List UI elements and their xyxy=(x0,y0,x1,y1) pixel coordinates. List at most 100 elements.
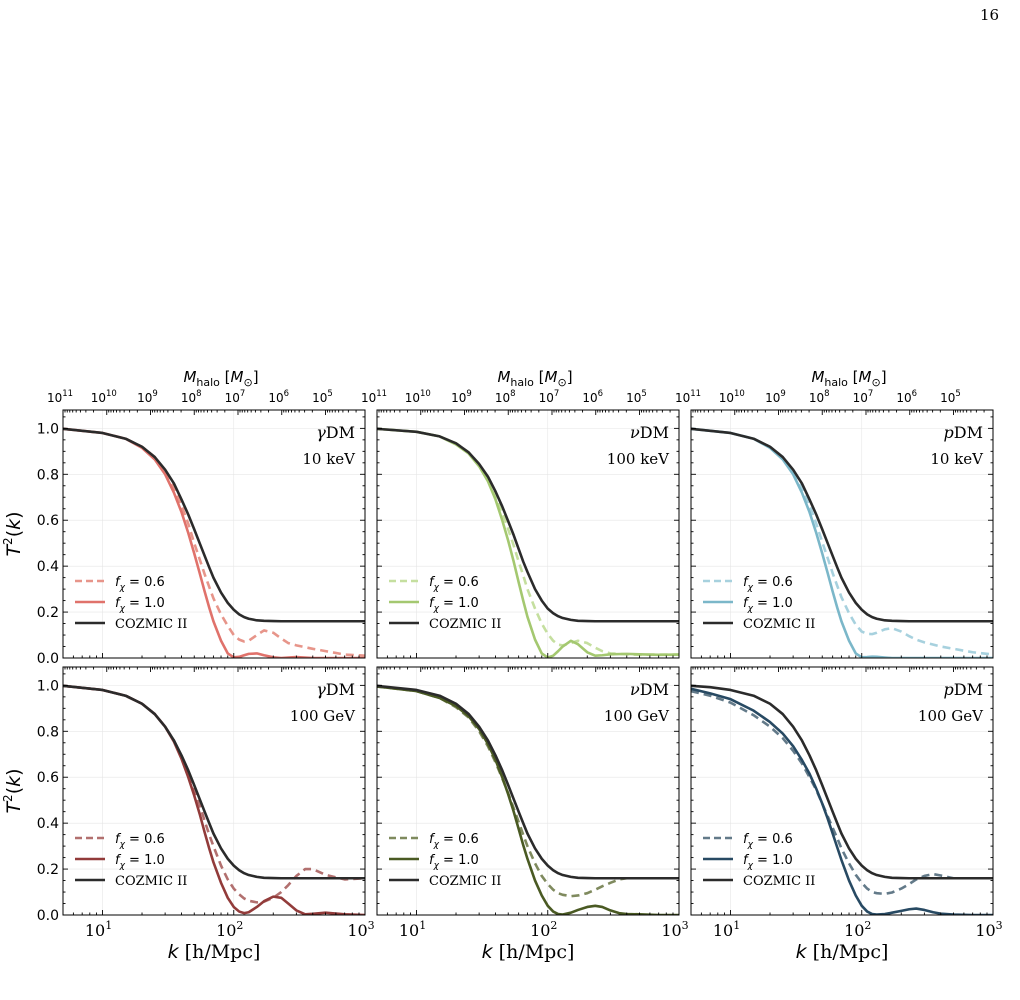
page-number: 16 xyxy=(980,6,1000,24)
mass-label: 100 GeV xyxy=(604,707,670,725)
y-tick-label: 0.0 xyxy=(37,908,59,924)
top-tick-label: 107 xyxy=(225,389,246,405)
legend-label-f06: fχ = 0.6 xyxy=(115,575,165,593)
legend-label-f10: fχ = 1.0 xyxy=(115,853,165,871)
x-tick-label: 101 xyxy=(399,919,426,940)
y-tick-label: 0.4 xyxy=(37,816,59,832)
legend-label-cozmic: COZMIC II xyxy=(429,617,501,632)
panel-top-left: 0.0 0.2 0.4 0.6 0.8 1.0 T2(k) 1011 1010 109 108 107… xyxy=(1,368,366,667)
y-tick-label: 0.6 xyxy=(37,513,59,529)
series-lines xyxy=(377,427,679,658)
mass-label: 10 keV xyxy=(930,450,984,468)
legend-label-f06: fχ = 0.6 xyxy=(429,832,479,850)
series-lines xyxy=(691,684,993,915)
y-tick-label: 0.4 xyxy=(37,559,59,575)
legend: fχ = 0.6 fχ = 1.0 COZMIC II xyxy=(75,575,187,632)
legend: fχ = 0.6 fχ = 1.0 COZMIC II xyxy=(389,832,501,889)
axes-frame xyxy=(62,409,366,659)
legend: fχ = 0.6 fχ = 1.0 COZMIC II xyxy=(703,575,815,632)
y-axis-label: T2(k) xyxy=(1,768,25,813)
y-axis-label: T2(k) xyxy=(1,511,25,556)
x-axis-label: k [h/Mpc] xyxy=(168,941,261,963)
model-label: pDM xyxy=(944,423,983,442)
y-tick-label: 0.0 xyxy=(37,651,59,667)
series-lines xyxy=(691,427,993,658)
series-lines xyxy=(63,684,365,915)
top-tick-label: 107 xyxy=(539,389,560,405)
top-tick-label: 105 xyxy=(940,389,961,405)
x-tick-label: 103 xyxy=(975,919,1002,940)
ticks xyxy=(376,410,680,659)
mass-label: 100 GeV xyxy=(918,707,984,725)
x-axis-label: k [h/Mpc] xyxy=(482,941,575,963)
ticks xyxy=(690,410,994,659)
series-line-cozmic xyxy=(377,427,679,623)
panel-top-right: 1011 1010 109 108 107 106 105 Mhalo [M⊙] pDM 10 k… xyxy=(675,368,994,659)
legend-label-cozmic: COZMIC II xyxy=(429,874,501,889)
legend-label-cozmic: COZMIC II xyxy=(743,617,815,632)
series-line-f10 xyxy=(691,687,993,915)
legend: fχ = 0.6 fχ = 1.0 COZMIC II xyxy=(703,832,815,889)
x-tick-label: 102 xyxy=(844,919,871,940)
panel-top-middle: 1011 1010 109 108 107 106 105 Mhalo [M⊙] νDM 100 … xyxy=(361,368,680,659)
axes-frame xyxy=(690,666,994,916)
series-line-f06 xyxy=(691,427,993,656)
legend-label-cozmic: COZMIC II xyxy=(115,874,187,889)
legend-label-f06: fχ = 0.6 xyxy=(743,832,793,850)
y-tick-label: 1.0 xyxy=(37,678,59,694)
legend-label-f10: fχ = 1.0 xyxy=(429,596,479,614)
model-label: γDM xyxy=(316,680,355,699)
y-tick-label: 0.2 xyxy=(37,605,59,621)
model-label: νDM xyxy=(630,680,669,699)
legend-label-f10: fχ = 1.0 xyxy=(743,853,793,871)
legend-label-f06: fχ = 0.6 xyxy=(743,575,793,593)
series-line-cozmic xyxy=(63,684,365,880)
legend-label-f10: fχ = 1.0 xyxy=(429,853,479,871)
top-tick-label: 1010 xyxy=(405,389,431,405)
top-axis-label: Mhalo [M⊙] xyxy=(811,368,886,389)
top-tick-label: 106 xyxy=(582,389,603,405)
x-tick-label: 103 xyxy=(661,919,688,940)
x-tick-label: 101 xyxy=(713,919,740,940)
x-axis-label: k [h/Mpc] xyxy=(796,941,889,963)
top-axis-label: Mhalo [M⊙] xyxy=(497,368,572,389)
x-tick-label: 102 xyxy=(530,919,557,940)
mass-label: 10 keV xyxy=(302,450,356,468)
series-line-f10 xyxy=(691,427,993,658)
top-tick-label: 109 xyxy=(137,389,158,405)
series-line-cozmic xyxy=(377,684,679,880)
ticks xyxy=(62,410,366,659)
y-tick-label: 0.8 xyxy=(37,724,59,740)
top-tick-label: 108 xyxy=(181,389,202,405)
axes-frame xyxy=(376,409,680,659)
axes-frame xyxy=(62,666,366,916)
series-line-f06 xyxy=(63,427,365,657)
series-lines xyxy=(377,684,679,915)
model-label: γDM xyxy=(316,423,355,442)
legend: fχ = 0.6 fχ = 1.0 COZMIC II xyxy=(389,575,501,632)
ticks xyxy=(690,667,994,916)
top-tick-label: 109 xyxy=(451,389,472,405)
legend-label-f06: fχ = 0.6 xyxy=(115,832,165,850)
top-tick-label: 106 xyxy=(896,389,917,405)
series-line-f06 xyxy=(377,685,679,898)
series-lines xyxy=(63,427,365,658)
series-line-f10 xyxy=(63,427,365,658)
series-line-cozmic xyxy=(691,427,993,623)
axes-frame xyxy=(690,409,994,659)
x-tick-label: 101 xyxy=(85,919,112,940)
mass-label: 100 GeV xyxy=(290,707,356,725)
legend-label-cozmic: COZMIC II xyxy=(115,617,187,632)
legend-label-cozmic: COZMIC II xyxy=(743,874,815,889)
series-line-cozmic xyxy=(63,427,365,623)
top-tick-label: 105 xyxy=(626,389,647,405)
series-line-f06 xyxy=(691,689,993,896)
ticks xyxy=(376,667,680,916)
top-tick-label: 105 xyxy=(312,389,333,405)
axes-frame xyxy=(376,666,680,916)
top-tick-label: 106 xyxy=(268,389,289,405)
model-label: pDM xyxy=(944,680,983,699)
x-tick-label: 102 xyxy=(216,919,243,940)
